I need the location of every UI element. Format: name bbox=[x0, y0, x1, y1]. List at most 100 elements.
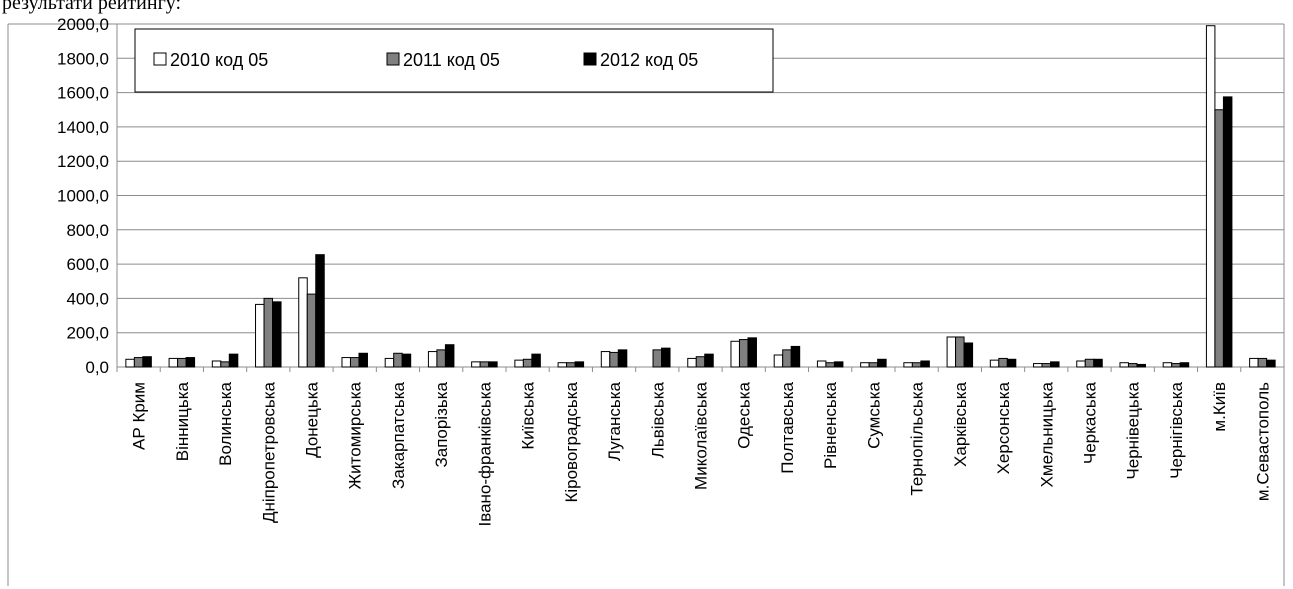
x-tick-label: Тернопільська bbox=[908, 381, 927, 495]
bar-3-8 bbox=[488, 361, 498, 368]
y-tick-label: 400,0 bbox=[66, 289, 109, 308]
bar-2-12 bbox=[652, 349, 663, 368]
bar-2-20 bbox=[998, 357, 1008, 368]
x-tick-label: Закарпатська bbox=[389, 381, 408, 488]
bar-3-14 bbox=[747, 337, 757, 368]
bar-2-8 bbox=[479, 361, 490, 368]
bar-1-6 bbox=[384, 357, 395, 368]
bar-3-6 bbox=[401, 353, 412, 368]
x-tick-label: Волинська bbox=[216, 381, 235, 465]
bar-2-11 bbox=[609, 351, 619, 368]
bar-1-26 bbox=[1249, 357, 1259, 368]
bar-1-15 bbox=[773, 354, 784, 368]
bar-1-23 bbox=[1119, 362, 1129, 368]
bar-2-24 bbox=[1171, 363, 1181, 368]
bar-3-15 bbox=[790, 345, 801, 368]
bar-1-13 bbox=[687, 357, 697, 368]
bar-3-21 bbox=[1050, 361, 1060, 368]
bars bbox=[125, 25, 1276, 368]
x-tick-labels: АР Крим Вінницька Волинська Дніпропетровськ… bbox=[130, 381, 1273, 526]
bar-3-23 bbox=[1136, 363, 1146, 368]
bar-2-23 bbox=[1127, 363, 1138, 368]
bar-3-16 bbox=[833, 361, 844, 368]
y-tick-label: 2000,0 bbox=[57, 15, 109, 34]
x-tick-label: Львівська bbox=[648, 381, 667, 458]
bar-3-1 bbox=[185, 357, 196, 368]
caption-layer: результати рейтингу: bbox=[2, 0, 181, 14]
legend-label: 2010 код 05 bbox=[170, 50, 268, 70]
bar-2-2 bbox=[220, 361, 230, 368]
bar-2-13 bbox=[695, 356, 706, 368]
legend-label: 2012 код 05 bbox=[600, 50, 698, 70]
bar-3-4 bbox=[315, 254, 325, 368]
x-tick-label: Одеська bbox=[735, 381, 754, 448]
legend-box bbox=[134, 28, 774, 93]
bar-2-18 bbox=[911, 362, 922, 368]
axes bbox=[7, 23, 1285, 586]
bar-3-3 bbox=[272, 301, 282, 368]
bar-3-22 bbox=[1093, 358, 1103, 368]
x-tick-label: Рівненська bbox=[821, 381, 840, 469]
bar-3-25 bbox=[1222, 96, 1233, 368]
bar-1-24 bbox=[1162, 362, 1173, 368]
x-tick-label: Дніпропетровська bbox=[259, 381, 278, 523]
x-tick-label: Київська bbox=[519, 381, 538, 449]
bar-2-4 bbox=[306, 293, 317, 368]
bar-2-15 bbox=[782, 349, 792, 368]
legend: 2010 код 05 2011 код 05 2012 код 05 bbox=[134, 28, 774, 93]
x-tick-label: м.Київ bbox=[1210, 382, 1229, 432]
x-tick-label: Кіровоградська bbox=[562, 381, 581, 502]
bar-1-4 bbox=[298, 277, 308, 368]
bar-2-22 bbox=[1084, 358, 1095, 368]
y-tick-labels: 0,0 200,0 400,0 600,0 800,0 1000,0 1200,0 1400,… bbox=[57, 15, 109, 377]
bar-3-18 bbox=[920, 360, 930, 368]
x-tick-label: АР Крим bbox=[130, 382, 149, 450]
x-tick-label: Житомирська bbox=[346, 381, 365, 489]
legend-swatch bbox=[583, 52, 597, 66]
bar-1-10 bbox=[557, 362, 568, 368]
bar-1-3 bbox=[255, 303, 265, 368]
bar-1-8 bbox=[471, 361, 481, 368]
x-tick-label: Хмельницька bbox=[1037, 381, 1056, 487]
bar-3-7 bbox=[444, 344, 455, 368]
y-tick-label: 0,0 bbox=[85, 358, 109, 377]
bar-3-0 bbox=[142, 356, 152, 368]
y-tick-label: 1400,0 bbox=[57, 118, 109, 137]
x-tick-label: Полтавська bbox=[778, 381, 797, 473]
bar-1-22 bbox=[1076, 360, 1086, 368]
bar-2-21 bbox=[1041, 363, 1052, 368]
x-tick-label: Харківська bbox=[951, 381, 970, 466]
legend-swatch bbox=[153, 52, 167, 66]
bar-2-10 bbox=[566, 362, 576, 368]
bar-1-5 bbox=[341, 357, 351, 368]
bar-3-19 bbox=[963, 342, 974, 368]
x-tick-label: Миколаївська bbox=[692, 381, 711, 489]
bar-2-7 bbox=[436, 349, 446, 368]
bar-2-16 bbox=[825, 362, 835, 368]
bar-2-5 bbox=[349, 357, 360, 368]
y-tick-label: 1000,0 bbox=[57, 187, 109, 206]
bar-2-0 bbox=[133, 357, 144, 368]
bar-2-19 bbox=[955, 336, 965, 368]
bar-2-17 bbox=[868, 362, 879, 368]
x-tick-label: Чернігівська bbox=[1167, 381, 1186, 478]
bar-1-17 bbox=[860, 362, 870, 368]
x-tick-label: Сумська bbox=[864, 381, 883, 448]
x-tick-label: Херсонська bbox=[994, 381, 1013, 474]
bar-1-0 bbox=[125, 358, 135, 368]
bar-1-11 bbox=[600, 351, 611, 368]
y-tick-label: 1800,0 bbox=[57, 49, 109, 68]
x-tick-label: Вінницька bbox=[173, 381, 192, 461]
x-tick-label: Черкаська bbox=[1081, 381, 1100, 464]
y-tick-label: 1600,0 bbox=[57, 84, 109, 103]
bar-3-11 bbox=[617, 349, 628, 368]
x-tick-label: Запорізька bbox=[432, 381, 451, 467]
bar-2-6 bbox=[393, 352, 403, 368]
y-tick-label: 200,0 bbox=[66, 324, 109, 343]
y-tick-label: 800,0 bbox=[66, 221, 109, 240]
bar-1-7 bbox=[427, 351, 438, 368]
bar-3-9 bbox=[531, 353, 541, 368]
x-tick-label: Івано-франківська bbox=[475, 381, 494, 526]
